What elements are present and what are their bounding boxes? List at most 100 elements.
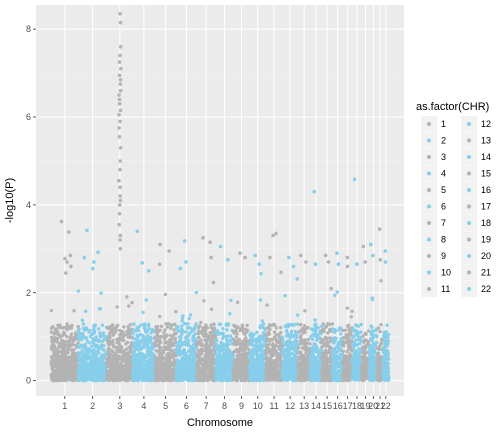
- data-point: [71, 378, 76, 383]
- data-point: [220, 362, 225, 366]
- data-point: [214, 338, 219, 342]
- top-hit-point: [118, 77, 123, 82]
- data-point: [240, 339, 245, 344]
- data-point: [96, 348, 100, 352]
- data-point: [144, 298, 148, 302]
- data-point: [185, 358, 189, 362]
- data-point: [73, 331, 78, 336]
- data-point: [169, 326, 173, 330]
- data-point: [98, 331, 102, 335]
- data-point: [143, 378, 148, 382]
- data-point: [293, 354, 297, 358]
- data-point: [272, 330, 277, 334]
- data-point: [196, 356, 201, 361]
- data-point: [115, 360, 119, 365]
- data-point: [92, 328, 96, 332]
- top-hit-point: [118, 185, 122, 190]
- data-point: [56, 330, 60, 334]
- data-point: [178, 349, 182, 353]
- data-point: [111, 338, 115, 343]
- data-point: [118, 373, 122, 378]
- data-point: [198, 353, 202, 357]
- data-point: [181, 357, 185, 361]
- data-point: [99, 358, 104, 363]
- data-point: [257, 335, 262, 339]
- data-point: [188, 313, 193, 317]
- data-point: [219, 372, 223, 376]
- data-point: [245, 323, 249, 328]
- data-point: [102, 344, 106, 348]
- data-point: [123, 348, 127, 353]
- data-point: [218, 322, 223, 327]
- data-point: [254, 378, 258, 382]
- data-point: [80, 318, 85, 322]
- data-point: [240, 347, 245, 351]
- data-point: [268, 374, 272, 379]
- chromosome-2-points: [76, 228, 109, 383]
- data-point: [50, 339, 54, 344]
- data-point: [163, 341, 167, 345]
- data-point: [251, 347, 255, 352]
- top-hit-point: [178, 266, 183, 271]
- top-hit-point: [243, 255, 247, 260]
- data-point: [286, 339, 290, 343]
- data-point: [146, 322, 151, 326]
- data-point: [204, 359, 208, 363]
- data-point: [208, 331, 212, 335]
- data-point: [246, 343, 250, 347]
- data-point: [198, 339, 202, 344]
- data-point: [83, 347, 88, 351]
- data-point: [130, 301, 134, 305]
- data-point: [297, 330, 302, 334]
- data-point: [145, 372, 149, 376]
- data-point: [79, 370, 83, 375]
- data-point: [90, 359, 95, 364]
- data-point: [265, 333, 269, 337]
- data-point: [285, 378, 290, 382]
- data-point: [81, 322, 86, 326]
- data-point: [164, 378, 168, 383]
- data-point: [203, 363, 208, 367]
- data-point: [161, 361, 165, 366]
- data-point: [157, 352, 161, 357]
- data-point: [85, 357, 89, 361]
- data-point: [54, 355, 58, 360]
- data-point: [67, 340, 71, 344]
- data-point: [155, 378, 159, 382]
- data-point: [191, 338, 195, 343]
- data-point: [81, 350, 85, 354]
- data-point: [226, 367, 230, 371]
- data-point: [115, 349, 120, 353]
- data-point: [59, 377, 64, 381]
- data-point: [249, 351, 253, 355]
- data-point: [229, 298, 233, 303]
- data-point: [72, 309, 76, 313]
- data-point: [221, 327, 225, 331]
- data-point: [203, 338, 207, 342]
- data-point: [203, 356, 207, 360]
- top-hit-point: [64, 271, 68, 275]
- data-point: [220, 357, 225, 361]
- data-point: [132, 356, 136, 361]
- data-point: [168, 351, 172, 355]
- data-point: [92, 355, 96, 359]
- data-point: [49, 373, 54, 377]
- data-point: [197, 371, 201, 375]
- data-point: [132, 349, 136, 354]
- data-point: [83, 353, 87, 357]
- data-point: [80, 366, 84, 371]
- data-point: [197, 335, 201, 339]
- data-point: [145, 334, 150, 338]
- data-point: [79, 345, 83, 349]
- data-point: [223, 370, 227, 374]
- data-point: [106, 341, 110, 345]
- data-point: [265, 369, 269, 374]
- data-point: [274, 326, 278, 330]
- top-hit-point: [118, 108, 123, 113]
- data-point: [73, 372, 78, 376]
- top-hit-point: [90, 266, 95, 271]
- data-point: [167, 357, 171, 361]
- top-hit-point: [118, 233, 123, 238]
- data-point: [250, 377, 254, 382]
- data-point: [303, 338, 307, 342]
